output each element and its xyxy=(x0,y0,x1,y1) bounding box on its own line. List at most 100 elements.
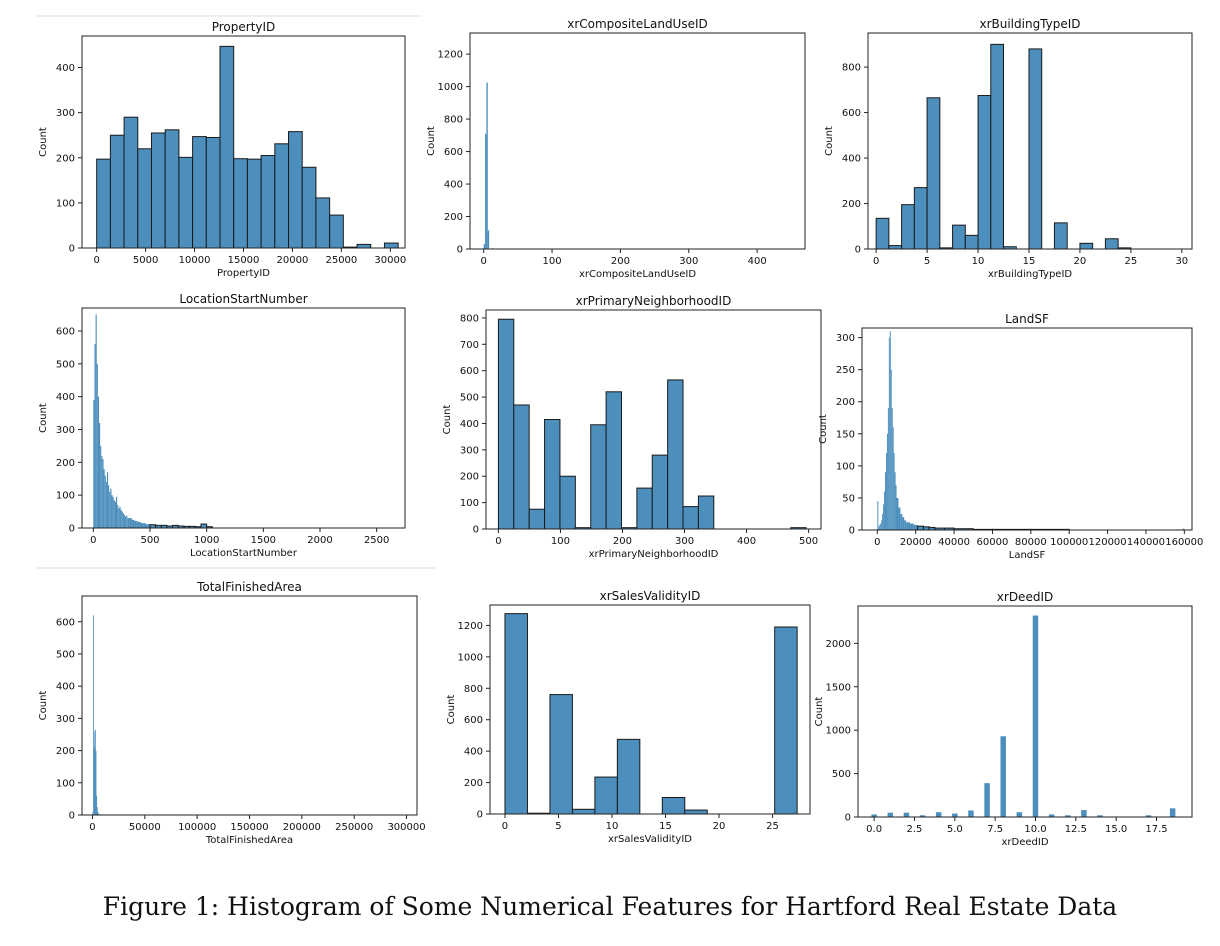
histogram-bar xyxy=(1016,812,1023,817)
histogram-bar xyxy=(875,217,890,250)
x-tick-label: 17.5 xyxy=(1145,824,1167,835)
x-tick-label: 0 xyxy=(873,256,879,267)
histogram-bar xyxy=(118,508,120,528)
histogram-bar xyxy=(977,95,992,250)
x-tick-label: 400 xyxy=(737,536,756,547)
chart-title: xrBuildingTypeID xyxy=(979,17,1080,31)
y-tick-label: 800 xyxy=(464,684,483,695)
histogram-bar xyxy=(877,501,879,530)
histogram-bar xyxy=(892,427,894,530)
histogram-bar xyxy=(108,485,110,528)
histogram-bar xyxy=(887,812,894,817)
y-tick-label: 100 xyxy=(56,198,75,209)
histogram-bar xyxy=(878,526,880,530)
y-axis-label: Count xyxy=(38,127,49,157)
y-tick-label: 400 xyxy=(460,419,479,430)
histogram-bar xyxy=(126,515,128,528)
x-tick-label: 7.5 xyxy=(987,824,1003,835)
histogram-bar xyxy=(101,455,103,528)
x-tick-label: 0 xyxy=(874,537,880,548)
histogram-bar xyxy=(636,487,653,530)
y-axis-label: Count xyxy=(38,403,49,433)
x-axis-label: xrBuildingTypeID xyxy=(988,269,1073,280)
y-tick-label: 500 xyxy=(56,649,75,660)
histogram-bar xyxy=(661,797,686,815)
x-tick-label: 50000 xyxy=(129,822,161,833)
y-tick-label: 250 xyxy=(836,365,855,376)
y-tick-label: 200 xyxy=(56,746,75,757)
x-tick-label: 20 xyxy=(1074,256,1087,267)
histogram-bar xyxy=(900,513,903,530)
y-tick-label: 100 xyxy=(460,498,479,509)
histogram-bar xyxy=(1104,238,1119,250)
histogram-bar xyxy=(112,496,114,528)
x-tick-label: 2500 xyxy=(364,535,389,546)
histogram-bar xyxy=(99,422,101,528)
y-tick-label: 150 xyxy=(836,429,855,440)
histogram-bar xyxy=(246,158,262,249)
x-tick-label: 150000 xyxy=(230,822,268,833)
x-tick-label: 0 xyxy=(90,535,96,546)
x-tick-label: 5.0 xyxy=(947,824,963,835)
histogram-bar xyxy=(95,314,97,528)
x-tick-label: 1000 xyxy=(194,535,219,546)
chart-title: PropertyID xyxy=(212,20,276,34)
chart-title: xrDeedID xyxy=(997,590,1053,604)
histogram-bar xyxy=(143,523,146,528)
x-tick-label: 250000 xyxy=(335,822,373,833)
x-tick-label: 2000 xyxy=(307,535,332,546)
histogram-bar xyxy=(315,197,331,249)
y-tick-label: 800 xyxy=(460,313,479,324)
histogram-bar xyxy=(1028,48,1043,250)
histogram-bar xyxy=(131,519,135,528)
x-tick-label: 200000 xyxy=(283,822,321,833)
x-tick-label: 15 xyxy=(659,821,672,832)
y-tick-label: 600 xyxy=(460,366,479,377)
histogram-bar xyxy=(1000,736,1006,817)
histogram-bar xyxy=(879,524,881,530)
histogram-bar xyxy=(549,694,573,815)
histogram-bar xyxy=(122,513,124,528)
histogram-bar xyxy=(301,166,317,249)
chart-title: LocationStartNumber xyxy=(179,292,307,306)
histogram-bar xyxy=(123,116,139,249)
y-tick-label: 200 xyxy=(444,212,463,223)
y-tick-label: 600 xyxy=(56,617,75,628)
y-axis-label: Count xyxy=(818,414,829,444)
x-tick-label: 25000 xyxy=(325,255,357,266)
histogram-bar xyxy=(895,485,897,530)
x-tick-label: 10.0 xyxy=(1024,824,1046,835)
histogram-bar xyxy=(952,813,958,817)
plot-frame xyxy=(81,595,418,816)
x-tick-label: 100000 xyxy=(178,822,216,833)
histogram-bar xyxy=(913,187,928,250)
x-tick-label: 10 xyxy=(606,821,619,832)
histogram-bar xyxy=(697,495,715,530)
histogram-bar xyxy=(288,131,303,249)
histogram-bar xyxy=(1053,222,1068,250)
histogram-bar xyxy=(140,523,144,528)
y-tick-label: 300 xyxy=(56,425,75,436)
histogram-bar xyxy=(106,472,109,528)
y-tick-label: 100 xyxy=(56,778,75,789)
histogram-bar xyxy=(111,495,113,528)
histogram-bar xyxy=(651,454,669,530)
histogram-bar xyxy=(260,155,276,249)
histogram-bar xyxy=(888,337,890,530)
histogram-bar xyxy=(888,245,903,250)
histogram-bar xyxy=(103,468,105,528)
y-tick-label: 0 xyxy=(457,245,463,256)
histogram-bar xyxy=(990,43,1005,250)
histogram-bar xyxy=(94,729,96,815)
histogram-bar xyxy=(114,501,116,528)
y-tick-label: 100 xyxy=(836,461,855,472)
x-tick-label: 1500 xyxy=(251,535,276,546)
histogram-bar xyxy=(109,491,111,528)
y-tick-label: 1000 xyxy=(826,726,851,737)
x-axis-label: xrDeedID xyxy=(1001,837,1048,848)
histogram-bar xyxy=(383,242,399,249)
y-tick-label: 500 xyxy=(56,359,75,370)
histogram-bar xyxy=(96,806,98,815)
histogram-bar xyxy=(885,472,886,530)
x-tick-label: 15.0 xyxy=(1105,824,1127,835)
